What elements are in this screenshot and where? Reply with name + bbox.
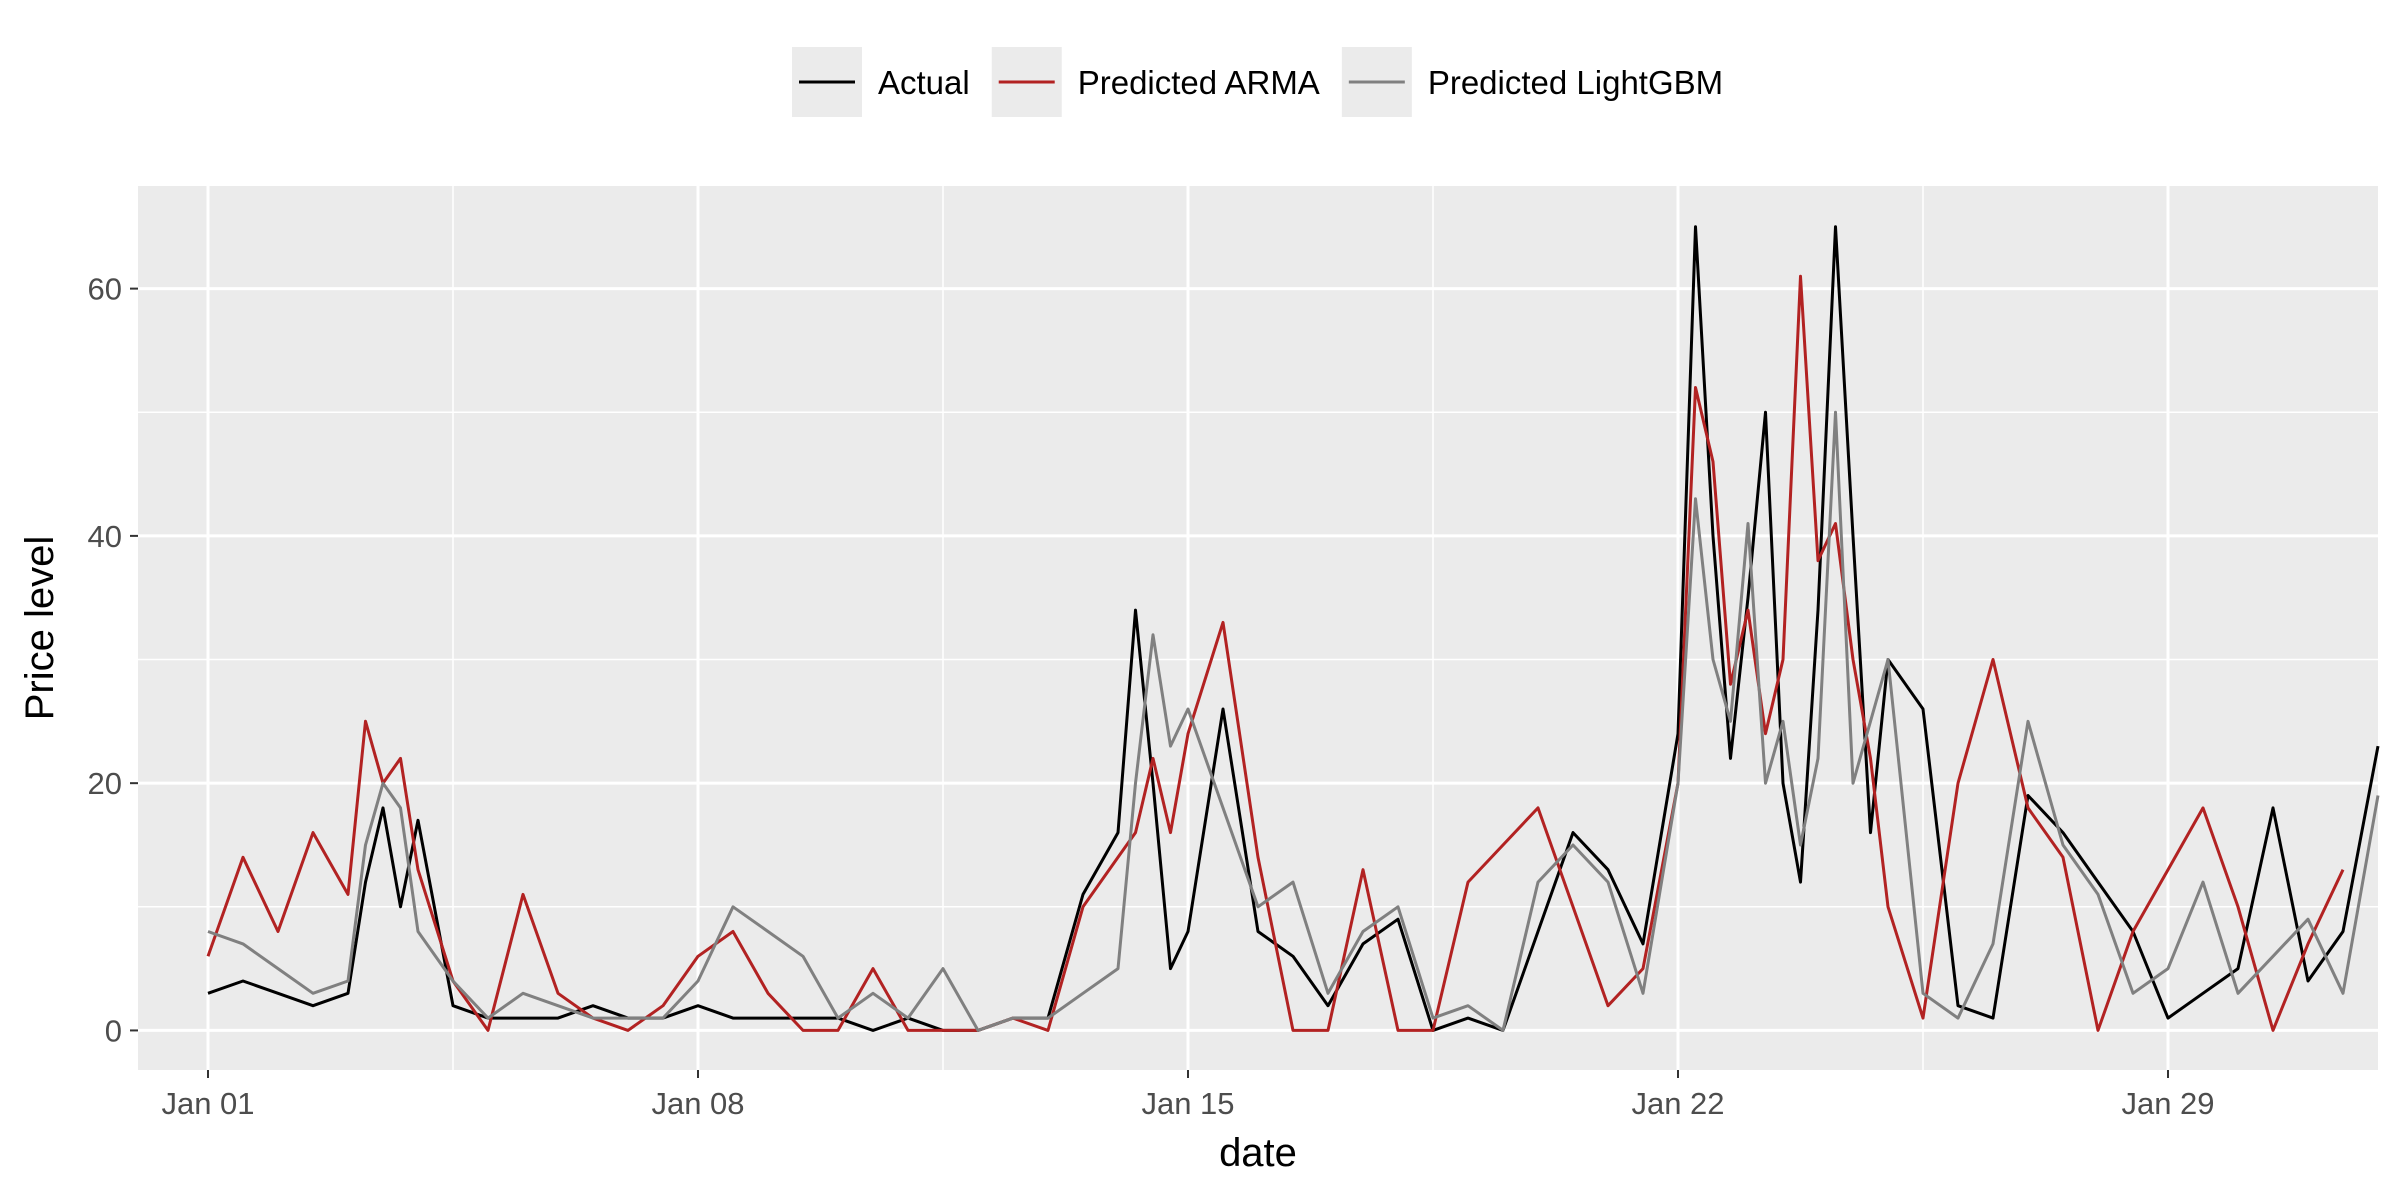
major-gridlines bbox=[138, 186, 2378, 1070]
x-tick-label: Jan 08 bbox=[651, 1086, 744, 1121]
series-lines bbox=[206, 225, 2380, 1032]
y-tick-label: 20 bbox=[88, 766, 122, 801]
x-axis-title: date bbox=[1219, 1131, 1297, 1175]
y-tick-label: 60 bbox=[88, 272, 122, 307]
plot-panel bbox=[138, 186, 2378, 1070]
series-line-predicted-arma bbox=[206, 274, 2345, 1032]
legend-label-actual: Actual bbox=[878, 64, 970, 101]
y-axis-title: Price level bbox=[18, 536, 62, 721]
legend: Actual Predicted ARMA Predicted LightGBM bbox=[792, 47, 1723, 117]
x-tick-label: Jan 29 bbox=[2121, 1086, 2214, 1121]
x-tick-label: Jan 22 bbox=[1631, 1086, 1724, 1121]
y-tick-label: 0 bbox=[105, 1013, 122, 1048]
legend-label-predicted-lightgbm: Predicted LightGBM bbox=[1428, 64, 1723, 101]
x-tick-label: Jan 01 bbox=[161, 1086, 254, 1121]
x-tick-label: Jan 15 bbox=[1141, 1086, 1234, 1121]
axes: Jan 01 Jan 08 Jan 15 Jan 22 Jan 29 0 20 40 60 bbox=[88, 272, 2215, 1121]
series-line-actual bbox=[207, 225, 2380, 1032]
legend-label-predicted-arma: Predicted ARMA bbox=[1078, 64, 1320, 101]
series-line-predicted-lightgbm bbox=[207, 410, 2380, 1032]
y-tick-label: 40 bbox=[88, 519, 122, 554]
